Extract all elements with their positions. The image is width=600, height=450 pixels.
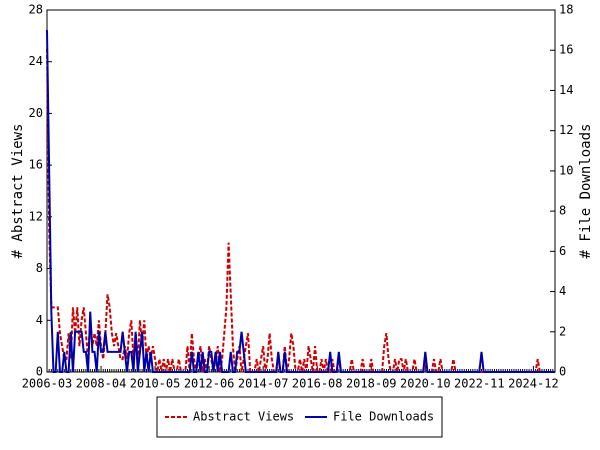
series-line <box>46 30 555 373</box>
y2-tick-label: 4 <box>559 284 566 298</box>
y2-tick-label: 8 <box>559 204 566 218</box>
x-tick-label: 2016-08 <box>292 377 343 391</box>
x-tick-label: 2024-12 <box>508 377 559 391</box>
y2-tick-label: 14 <box>559 83 573 97</box>
y-tick-label: 28 <box>29 3 43 17</box>
y2-tick-label: 6 <box>559 244 566 258</box>
x-tick-label: 2018-09 <box>346 377 397 391</box>
y-tick-label: 0 <box>36 365 43 379</box>
x-tick-label: 2008-04 <box>76 377 127 391</box>
legend-box <box>156 396 443 438</box>
y-tick-label: 16 <box>29 158 43 172</box>
x-tick-label: 2010-05 <box>130 377 181 391</box>
x-tick-label: 2022-11 <box>454 377 505 391</box>
y2-tick-label: 16 <box>559 43 573 57</box>
y2-tick-label: 18 <box>559 3 573 17</box>
legend-label: Abstract Views <box>193 410 294 424</box>
x-tick-label: 2014-07 <box>238 377 289 391</box>
y-tick-label: 8 <box>36 261 43 275</box>
y2-tick-label: 0 <box>559 365 566 379</box>
y-axis-label: # Abstract Views <box>10 124 26 259</box>
y-tick-label: 4 <box>36 313 43 327</box>
x-tick-label: 2006-03 <box>22 377 73 391</box>
y2-tick-label: 2 <box>559 324 566 338</box>
legend-label: File Downloads <box>333 410 434 424</box>
y2-tick-label: 12 <box>559 123 573 137</box>
y-tick-label: 12 <box>29 209 43 223</box>
y-tick-label: 24 <box>29 54 43 68</box>
y2-tick-label: 10 <box>559 163 573 177</box>
y-tick-label: 20 <box>29 106 43 120</box>
x-tick-label: 2020-10 <box>400 377 451 391</box>
x-tick-label: 2012-06 <box>184 377 235 391</box>
y2-axis-label: # File Downloads <box>578 124 594 259</box>
